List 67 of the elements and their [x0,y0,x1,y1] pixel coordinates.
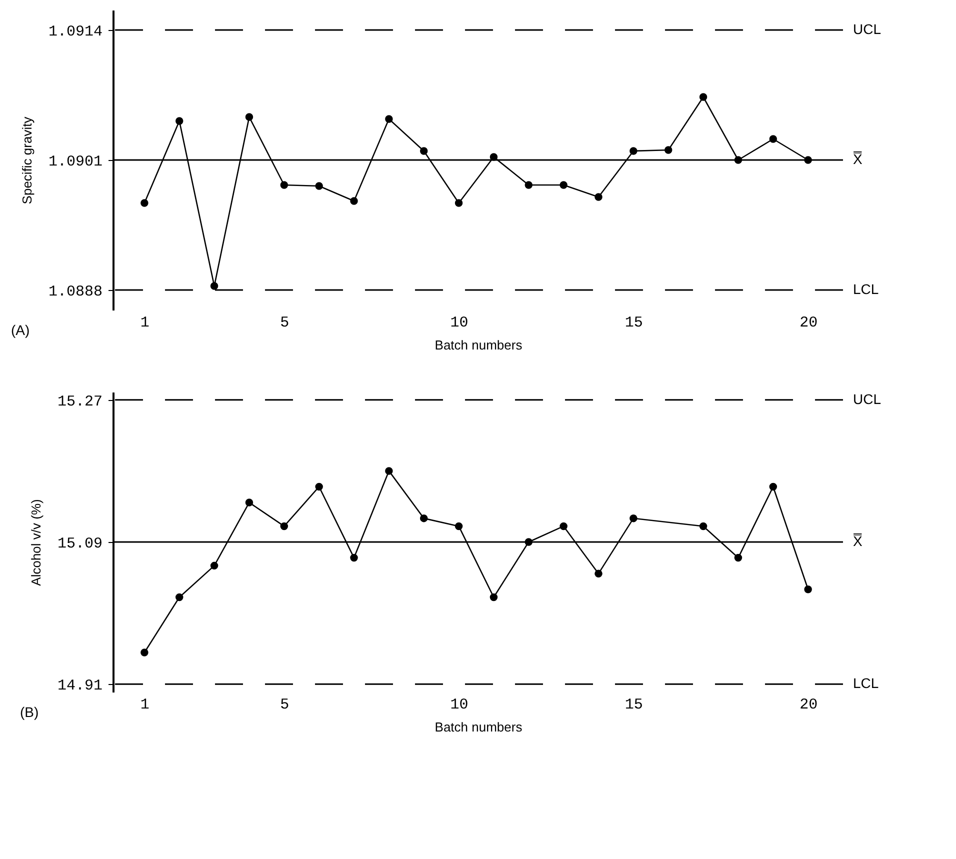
ref-line-label: LCL [853,281,879,297]
y-tick-label: 1.0914 [48,24,102,40]
point [280,181,288,189]
point [560,522,568,530]
x-tick-label: 20 [800,314,818,332]
x-tick-label: 5 [280,314,290,332]
point [315,482,323,491]
point [350,197,358,205]
ref-line-label: UCL [853,21,882,37]
text: (A) [10,322,30,338]
point [140,199,148,207]
y-tick-label: 14.91 [57,678,102,695]
point [210,562,218,570]
x-tick-label: 15 [624,696,643,714]
ref-line-label: X̿ [852,151,863,167]
point [560,181,568,189]
point [524,181,533,189]
point [420,147,428,155]
point [594,193,602,201]
x-tick-label: 1 [140,696,150,714]
y-tick-label: 1.0888 [48,284,102,300]
y-tick-label: 1.0901 [48,154,102,170]
point [454,522,463,530]
x-tick-label: 15 [624,314,643,332]
point [734,156,742,164]
point [630,514,638,522]
x-tick-label: 20 [800,696,818,714]
point [245,113,254,121]
point [769,482,778,491]
point [454,199,463,207]
ref-line-label: LCL [853,675,879,692]
y-tick-label: 15.09 [57,536,102,552]
y-axis-title: Specific gravity [19,116,34,204]
point [490,593,498,602]
point [734,554,742,562]
point [245,498,254,506]
point [175,593,184,602]
point [664,146,672,154]
point [350,554,358,562]
point [594,570,602,578]
point [315,182,323,190]
x-tick-label: 1 [140,314,150,332]
point [804,156,812,164]
point [210,282,218,290]
ref-line-label: UCL [853,390,882,407]
point [699,93,708,101]
point [140,648,148,656]
point [175,117,184,125]
point [804,586,812,594]
x-tick-label: 10 [450,314,468,332]
x-tick-label: 5 [280,696,290,714]
point [385,115,393,123]
point [490,153,498,161]
text: (B) [20,704,39,720]
x-tick-label: 10 [450,696,468,714]
point [630,147,638,155]
point [699,522,708,530]
point [420,514,428,522]
point [385,467,393,475]
y-axis-title: Alcohol v/v (%) [28,499,44,586]
x-axis-title: Batch numbers [434,720,523,734]
ref-line-label: X̿ [852,533,863,549]
point [280,522,288,530]
point [769,135,778,143]
y-tick-label: 15.27 [57,393,102,410]
point [524,538,533,546]
x-axis-title: Batch numbers [434,338,523,352]
